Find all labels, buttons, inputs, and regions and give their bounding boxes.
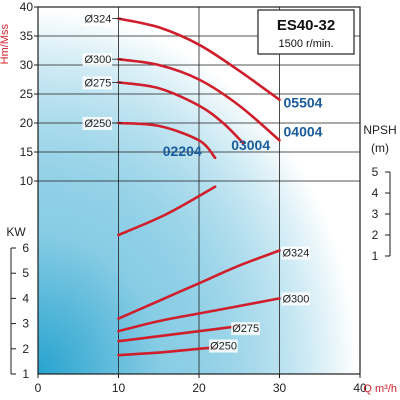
head-tick-label: 30 xyxy=(20,58,34,72)
power-tick-label: 1 xyxy=(22,367,29,381)
head-axis-title: Hm/Mss xyxy=(0,24,11,65)
npsh-tick-label: 5 xyxy=(372,165,379,179)
head-tick-label: 10 xyxy=(20,174,34,188)
diameter-label: Ø324 xyxy=(85,14,112,26)
head-curve xyxy=(117,81,245,145)
head-tick-label: 20 xyxy=(20,116,34,130)
npsh-tick-label: 2 xyxy=(372,228,379,242)
model-label: 04004 xyxy=(284,124,323,140)
diameter-label-bg xyxy=(82,12,113,26)
power-tick-label: 2 xyxy=(22,342,29,356)
x-tick-label: 30 xyxy=(273,381,287,395)
diameter-label: Ø275 xyxy=(232,323,259,335)
npsh-tick-label: 4 xyxy=(372,186,379,200)
model-label: 02204 xyxy=(163,143,202,159)
npsh-tick-label: 1 xyxy=(372,249,379,263)
head-tick-label: 15 xyxy=(20,145,34,159)
diameter-label: Ø300 xyxy=(283,293,310,305)
diameter-label: Ø275 xyxy=(85,77,112,89)
head-curve xyxy=(117,57,281,142)
head-tick-label: 35 xyxy=(20,29,34,43)
diameter-label: Ø300 xyxy=(85,54,112,66)
diameter-label-bg xyxy=(82,53,113,67)
diameter-label-bg xyxy=(209,339,238,353)
power-tick-label: 5 xyxy=(22,266,29,280)
power-tick-label: 6 xyxy=(22,241,29,255)
model-label: 05504 xyxy=(284,95,323,111)
power-curve xyxy=(117,297,281,333)
x-axis-title: Q m³/h xyxy=(363,383,397,395)
diameter-label-bg xyxy=(281,292,311,306)
power-axis-title: KW xyxy=(6,225,26,239)
power-tick-label: 3 xyxy=(22,317,29,331)
head-tick-label: 40 xyxy=(20,0,34,14)
head-curve xyxy=(117,121,217,160)
x-tick-label: 20 xyxy=(192,381,206,395)
chart-title: ES40-32 xyxy=(277,17,335,34)
axes: 0 10 20 30 40 10 15 20 25 30 35 40 1 2 3 4 5 6 1 2 3 4 5 xyxy=(10,0,391,395)
curves xyxy=(117,17,281,357)
x-tick-label: 40 xyxy=(353,381,367,395)
power-curve xyxy=(117,324,241,343)
head-curve xyxy=(117,17,281,102)
diameter-label: Ø324 xyxy=(283,248,310,260)
npsh-curve xyxy=(117,185,217,237)
power-tick-label: 4 xyxy=(22,291,29,305)
diameter-label-bg xyxy=(281,246,311,260)
x-tick-label: 10 xyxy=(112,381,126,395)
chart-subtitle: 1500 r/min. xyxy=(278,38,333,50)
title-box xyxy=(257,9,355,55)
diameter-label: Ø250 xyxy=(210,341,237,353)
diameter-label-bg xyxy=(231,322,260,336)
npsh-axis-title: NPSH xyxy=(363,123,396,137)
npsh-axis-unit: (m) xyxy=(371,141,389,155)
x-tick-label: 0 xyxy=(35,381,42,395)
model-label: 03004 xyxy=(231,137,270,153)
head-tick-label: 25 xyxy=(20,87,34,101)
diameter-label: Ø250 xyxy=(85,118,112,130)
diameter-label-bg xyxy=(82,76,113,90)
diameter-label-bg xyxy=(82,117,113,130)
npsh-tick-label: 3 xyxy=(372,207,379,221)
power-curve xyxy=(117,249,281,320)
curve-labels: Ø324 Ø300 Ø275 Ø250 Ø324 Ø300 Ø275 Ø250 05504 040… xyxy=(82,12,323,353)
